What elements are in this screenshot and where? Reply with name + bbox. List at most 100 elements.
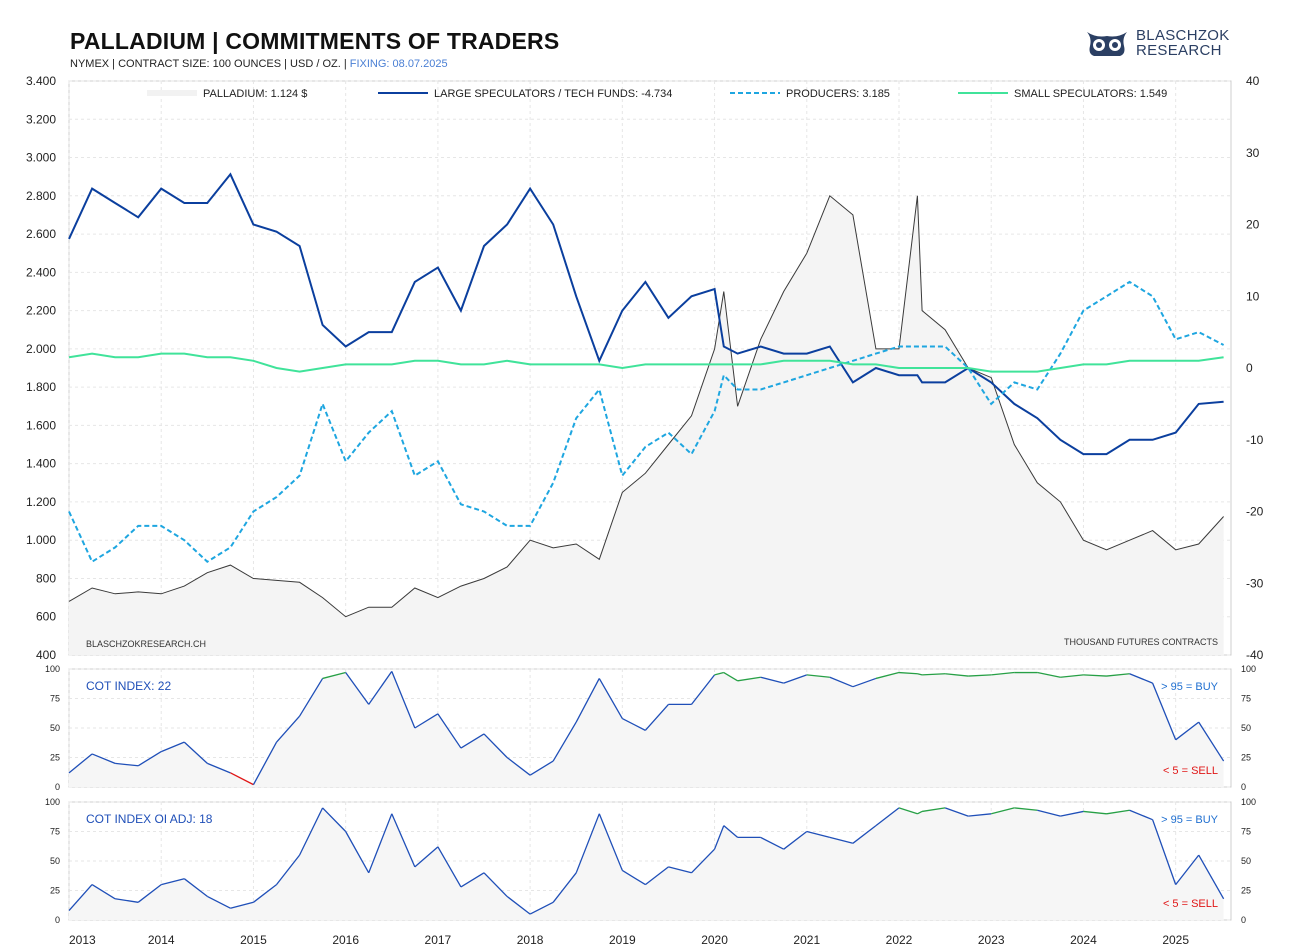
cot-index-oi-line-segment	[1083, 810, 1107, 815]
x-axis: 2013 2014 2015 2016 2017 2018 2019 2020 2021 2022…	[69, 933, 1189, 947]
y-right-tick-label: 20	[1246, 218, 1260, 232]
cot-index-oi-line-segment	[161, 878, 185, 886]
y-left-tick-label: 600	[36, 610, 56, 624]
cot-index-line-segment	[690, 674, 716, 705]
cot-index-oi-line-segment	[529, 901, 554, 915]
cot-index-buy-threshold-label: > 95 = BUY	[1161, 681, 1219, 693]
cot-index-panel: 0 0 25 25 50 50 75 75 100 100 COT INDEX: 22 > 95 = …	[45, 664, 1256, 792]
cot-index-line-segment	[852, 677, 877, 688]
y-right-tick-label: -30	[1246, 576, 1264, 590]
y-right-tick-label: 75	[1241, 827, 1251, 837]
cot-index-line-segment	[252, 741, 278, 785]
y-left-tick-label: 3.400	[26, 74, 56, 88]
cot-index-oi-line-segment	[723, 825, 739, 838]
cot-index-line-segment	[723, 671, 738, 682]
y-right-tick-label: 0	[1241, 782, 1246, 792]
cot-index-line-segment	[552, 721, 577, 762]
cot-index-oi-line-segment	[598, 813, 623, 871]
cot-index-line-segment	[483, 733, 508, 758]
cot-index-line-segment	[299, 678, 324, 717]
cot-index-line-segment	[598, 678, 623, 719]
y-right-tick-label: 40	[1246, 74, 1260, 88]
cot-index-oi-line-segment	[875, 807, 900, 827]
cot-index-line-segment	[898, 671, 918, 675]
cot-index-line-segment	[345, 672, 370, 705]
cot-index-oi-line-segment	[253, 884, 277, 903]
brand-line-1: BLASCHZOK	[1136, 27, 1230, 44]
fixing-date: FIXING: 08.07.2025	[349, 58, 448, 70]
series-line-small-speculators	[68, 352, 1224, 373]
cot-index-line-segment	[945, 673, 969, 677]
price-area-fill	[69, 195, 1224, 656]
cot-index-oi-line-segment	[368, 813, 393, 874]
cot-index-oi-line-segment	[917, 810, 923, 815]
cot-index-line-segment	[183, 741, 208, 764]
cot-index-line-segment	[760, 676, 784, 684]
y-left-tick-label: 25	[50, 886, 60, 896]
page-subtitle: NYMEX | CONTRACT SIZE: 100 OUNCES | USD …	[70, 58, 448, 70]
brand-line-2: RESEARCH	[1136, 42, 1222, 59]
y-right-tick-label: 75	[1241, 694, 1251, 704]
cot-index-oi-line-segment	[668, 866, 692, 874]
cot-index-line-segment	[91, 753, 116, 765]
x-tick-label: 2021	[793, 933, 820, 947]
cot-index-line-segment	[1037, 671, 1061, 678]
y-left-tick-label: 0	[55, 782, 60, 792]
x-tick-label: 2014	[148, 933, 175, 947]
y-left-tick-label: 50	[50, 723, 60, 733]
cot-index-oi-line-segment	[552, 872, 577, 903]
cot-index-line-segment	[622, 717, 646, 731]
cot-index-line-segment	[1106, 673, 1130, 677]
y-left-tick-label: 1.200	[26, 495, 56, 509]
cot-index-oi-line-segment	[207, 895, 231, 909]
y-left-tick-label: 2.000	[26, 342, 56, 356]
cot-index-line-segment	[968, 674, 992, 677]
subtitle-text: NYMEX | CONTRACT SIZE: 100 OUNCES | USD …	[70, 58, 350, 70]
cot-index-line-segment	[230, 772, 254, 786]
y-left-tick-label: 1.600	[26, 418, 56, 432]
y-right-tick-label: 30	[1246, 146, 1260, 160]
y-left-tick-label: 100	[45, 664, 60, 674]
cot-index-line-segment	[991, 671, 1015, 676]
y-left-tick-label: 50	[50, 856, 60, 866]
cot-index-oi-line-segment	[68, 884, 93, 911]
cot-index-oi-line-segment	[1129, 809, 1153, 821]
brand-logo: BLASCHZOK RESEARCH	[1084, 28, 1244, 62]
cot-index-line-segment	[529, 760, 554, 776]
cot-index-oi-buy-threshold-label: > 95 = BUY	[1161, 814, 1219, 826]
cot-index-oi-line-segment	[621, 869, 646, 886]
y-right-tick-label: 25	[1241, 886, 1251, 896]
cot-index-line-segment	[137, 751, 162, 767]
cot-index-line-segment	[783, 674, 807, 684]
cot-index-oi-line-segment	[91, 884, 116, 900]
cot-index-line-segment	[1198, 721, 1225, 762]
cot-index-line-segment	[1152, 682, 1177, 741]
owl-eyes-logo-icon	[1087, 32, 1127, 56]
cot-index-oi-line-segment	[137, 884, 162, 903]
legend-label: PALLADIUM: 1.124 $	[203, 88, 307, 100]
cot-index-line-segment	[922, 673, 946, 676]
cot-index-oi-title: COT INDEX OI ADJ: 18	[86, 812, 213, 826]
x-tick-label: 2022	[886, 933, 913, 947]
cot-index-oi-line-segment	[1060, 810, 1084, 817]
y-right-tick-label: 0	[1241, 915, 1246, 925]
y-left-tick-label: 100	[45, 797, 60, 807]
y-right-tick-label: 50	[1241, 856, 1251, 866]
cot-index-oi-line-segment	[183, 878, 208, 897]
cot-index-oi-line-segment	[852, 825, 877, 844]
legend-label: SMALL SPECULATORS: 1.549	[1014, 88, 1167, 100]
cot-index-oi-line-segment	[991, 807, 1015, 815]
y-left-tick-label: 0	[55, 915, 60, 925]
cot-index-line-segment	[806, 674, 830, 678]
cot-index-oi-line-segment	[391, 813, 416, 868]
y-left-tick-label: 25	[50, 753, 60, 763]
cot-index-line-segment	[875, 671, 900, 680]
cot-index-oi-panel: 0 0 25 25 50 50 75 75 100 100 COT INDEX OI ADJ: 18…	[45, 797, 1256, 925]
y-left-tick-label: 400	[36, 648, 56, 662]
cot-index-oi-line-segment	[483, 872, 508, 897]
x-tick-label: 2013	[69, 933, 96, 947]
brand-name: BLASCHZOK RESEARCH	[1136, 28, 1230, 58]
x-tick-label: 2024	[1070, 933, 1097, 947]
cot-index-line-segment	[414, 713, 439, 729]
